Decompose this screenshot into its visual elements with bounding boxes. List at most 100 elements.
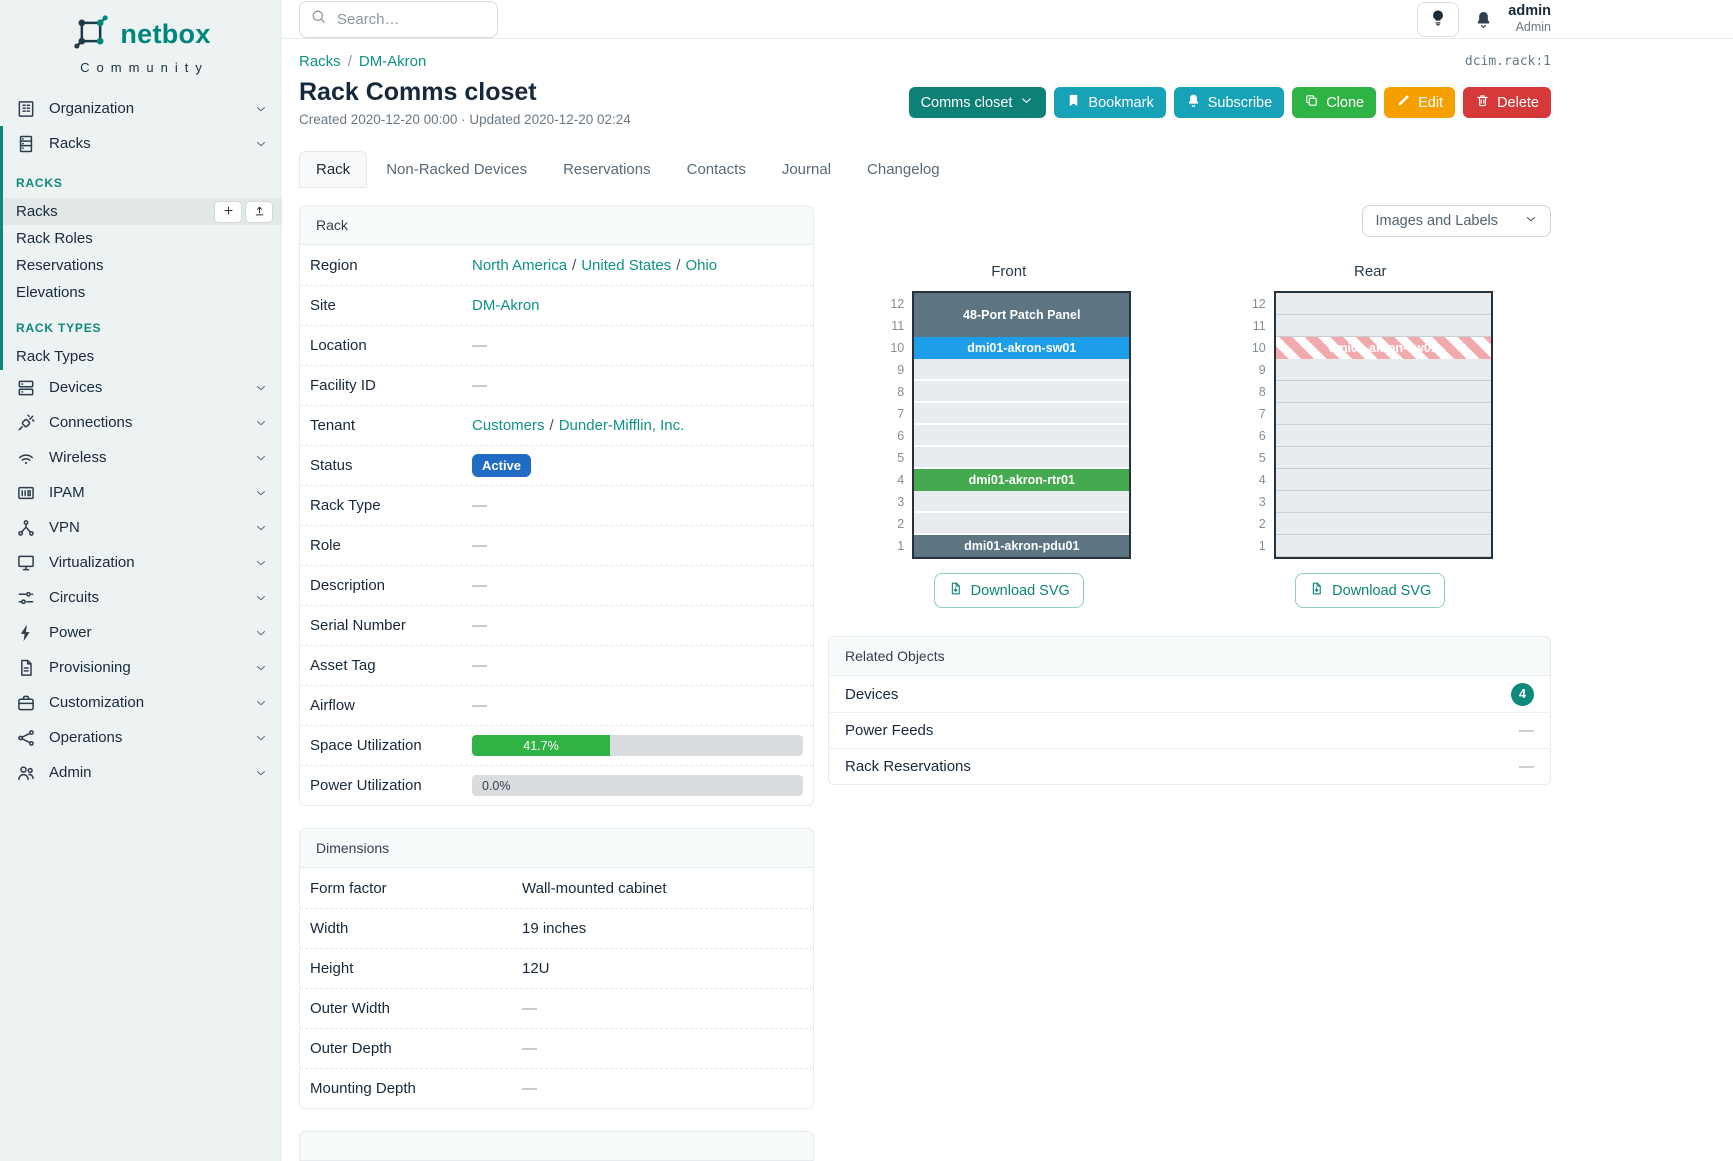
user-name: admin bbox=[1508, 2, 1551, 19]
rack-attr-row: Role — bbox=[300, 525, 813, 565]
rack-device-dmi01-akron-pdu01[interactable]: dmi01-akron-pdu01 bbox=[914, 535, 1130, 557]
lightbulb-icon bbox=[1429, 9, 1447, 30]
chevron-down-icon bbox=[254, 661, 268, 675]
related-row-power-feeds[interactable]: Power Feeds — bbox=[829, 712, 1550, 748]
chevron-down-icon bbox=[254, 416, 268, 430]
rack-unit-number: 9 bbox=[1258, 363, 1266, 377]
tab-rack[interactable]: Rack bbox=[299, 151, 368, 188]
sidebar-item-virtualization[interactable]: Virtualization bbox=[0, 545, 282, 580]
comms-closet-button[interactable]: Comms closet bbox=[908, 87, 1047, 118]
user-menu[interactable]: admin Admin bbox=[1508, 3, 1551, 35]
sidebar-item-racks[interactable]: Racks bbox=[3, 198, 282, 225]
sidebar-item-provisioning[interactable]: Provisioning bbox=[0, 650, 282, 685]
download-svg-button-rear[interactable]: Download SVG bbox=[1295, 573, 1446, 608]
sidebar-item-label: Elevations bbox=[16, 284, 86, 301]
tab-changelog[interactable]: Changelog bbox=[867, 161, 940, 178]
rack-unit-scale: 12 11 10 9 8 7 6 5 4 3 2 1 bbox=[1248, 291, 1266, 559]
rack-unit-number: 6 bbox=[1258, 429, 1266, 443]
rack-device-dmi01-akron-sw01[interactable]: dmi01-akron-sw01 bbox=[1275, 337, 1491, 359]
rack-slot-empty-u7[interactable] bbox=[1275, 403, 1491, 425]
sidebar-item-power[interactable]: Power bbox=[0, 615, 282, 650]
upload-button[interactable] bbox=[245, 200, 273, 223]
download-svg-button-front[interactable]: Download SVG bbox=[933, 573, 1084, 608]
theme-toggle-button[interactable] bbox=[1417, 1, 1460, 37]
edit-button[interactable]: Edit bbox=[1384, 87, 1456, 118]
sidebar-item-label: Virtualization bbox=[49, 554, 135, 571]
rack-device-label: dmi01-akron-pdu01 bbox=[964, 539, 1080, 553]
rack-slot-empty-u1[interactable] bbox=[1275, 535, 1491, 557]
link-dm-akron[interactable]: DM-Akron bbox=[472, 297, 540, 314]
rack-slot-empty-u11[interactable] bbox=[1275, 315, 1491, 337]
rack-device-48-port-patch-panel[interactable]: 48-Port Patch Panel bbox=[914, 293, 1130, 337]
link-ohio[interactable]: Ohio bbox=[685, 256, 718, 274]
sidebar-item-racks[interactable]: Racks bbox=[3, 126, 282, 161]
sidebar-item-operations[interactable]: Operations bbox=[0, 720, 282, 755]
rack-slot-empty-u3[interactable] bbox=[1275, 491, 1491, 513]
sidebar-item-vpn[interactable]: VPN bbox=[0, 510, 282, 545]
tab-reservations[interactable]: Reservations bbox=[563, 161, 651, 178]
empty-value: — bbox=[522, 1040, 537, 1057]
sidebar-item-reservations[interactable]: Reservations bbox=[3, 252, 282, 279]
tab-journal[interactable]: Journal bbox=[781, 161, 832, 178]
rack-slot-empty-u7[interactable] bbox=[914, 403, 1130, 425]
rack-device-dmi01-akron-sw01[interactable]: dmi01-akron-sw01 bbox=[914, 337, 1130, 359]
subscribe-button[interactable]: Subscribe bbox=[1173, 87, 1285, 118]
rack-slot-empty-u4[interactable] bbox=[1275, 469, 1491, 491]
sidebar-item-ipam[interactable]: IPAM bbox=[0, 475, 282, 510]
sidebar-item-rack-roles[interactable]: Rack Roles bbox=[3, 225, 282, 252]
link-dunder-mifflin-inc[interactable]: Dunder-Mifflin, Inc. bbox=[558, 417, 685, 434]
rack-unit-number: 7 bbox=[1258, 407, 1266, 421]
rack-slot-empty-u6[interactable] bbox=[914, 425, 1130, 447]
sidebar-item-wireless[interactable]: Wireless bbox=[0, 440, 282, 475]
sidebar-item-rack-types[interactable]: Rack Types bbox=[3, 343, 282, 370]
brand-subtitle: Community bbox=[80, 60, 209, 75]
breadcrumb-link-dm-akron[interactable]: DM-Akron bbox=[358, 53, 427, 70]
sidebar-item-devices[interactable]: Devices bbox=[0, 370, 282, 405]
sidebar-item-label: Wireless bbox=[49, 449, 107, 466]
sidebar-item-circuits[interactable]: Circuits bbox=[0, 580, 282, 615]
sidebar-item-connections[interactable]: Connections bbox=[0, 405, 282, 440]
rack-slot-empty-u5[interactable] bbox=[1275, 447, 1491, 469]
rack-attr-row: Region North America / United States / Ohio bbox=[300, 245, 813, 285]
tab-non-racked-devices[interactable]: Non-Racked Devices bbox=[386, 161, 528, 178]
link-united-states[interactable]: United States bbox=[581, 256, 672, 274]
rack-slot-empty-u9[interactable] bbox=[914, 359, 1130, 381]
rack-device-dmi01-akron-rtr01[interactable]: dmi01-akron-rtr01 bbox=[914, 469, 1130, 491]
rack-slot-empty-u8[interactable] bbox=[914, 381, 1130, 403]
attr-label: Power Utilization bbox=[310, 777, 422, 794]
brand: netbox Community bbox=[0, 0, 282, 75]
sidebar-item-admin[interactable]: Admin bbox=[0, 755, 282, 790]
search-input[interactable] bbox=[299, 0, 498, 38]
rack-slot-empty-u2[interactable] bbox=[914, 513, 1130, 535]
sidebar-item-organization[interactable]: Organization bbox=[0, 91, 282, 126]
tab-contacts[interactable]: Contacts bbox=[686, 161, 746, 178]
rack-device-label: dmi01-akron-sw01 bbox=[1328, 341, 1438, 355]
rack-device-label: dmi01-akron-sw01 bbox=[967, 341, 1077, 355]
clone-button[interactable]: Clone bbox=[1292, 87, 1377, 118]
rack-attr-row: Facility ID — bbox=[300, 365, 813, 405]
sidebar-item-label: Rack Types bbox=[16, 348, 95, 365]
sidebar-item-customization[interactable]: Customization bbox=[0, 685, 282, 720]
rack-slot-empty-u2[interactable] bbox=[1275, 513, 1491, 535]
bookmark-button[interactable]: Bookmark bbox=[1054, 87, 1166, 118]
rack-slot-empty-u9[interactable] bbox=[1275, 359, 1491, 381]
breadcrumb-link-racks[interactable]: Racks bbox=[299, 53, 341, 70]
related-row-rack-reservations[interactable]: Rack Reservations — bbox=[829, 748, 1550, 784]
rack-slot-empty-u3[interactable] bbox=[914, 491, 1130, 513]
rack-slot-empty-u8[interactable] bbox=[1275, 381, 1491, 403]
breadcrumb-separator: / bbox=[347, 53, 352, 70]
rack-slot-empty-u6[interactable] bbox=[1275, 425, 1491, 447]
rack-slot-empty-u5[interactable] bbox=[914, 447, 1130, 469]
sidebar-item-elevations[interactable]: Elevations bbox=[3, 279, 282, 306]
notifications-bell-icon[interactable] bbox=[1474, 10, 1493, 29]
netbox-logo-icon bbox=[71, 12, 111, 57]
delete-button[interactable]: Delete bbox=[1463, 87, 1551, 118]
link-north-america[interactable]: North America bbox=[472, 256, 568, 274]
chevron-down-icon bbox=[254, 486, 268, 500]
link-customers[interactable]: Customers bbox=[472, 417, 545, 434]
rack-slot-empty-u12[interactable] bbox=[1275, 293, 1491, 315]
attr-label: Site bbox=[310, 297, 336, 314]
related-row-devices[interactable]: Devices 4 bbox=[829, 676, 1550, 712]
add-button[interactable] bbox=[214, 200, 242, 223]
elevation-display-select[interactable]: Images and Labels bbox=[1362, 205, 1551, 237]
